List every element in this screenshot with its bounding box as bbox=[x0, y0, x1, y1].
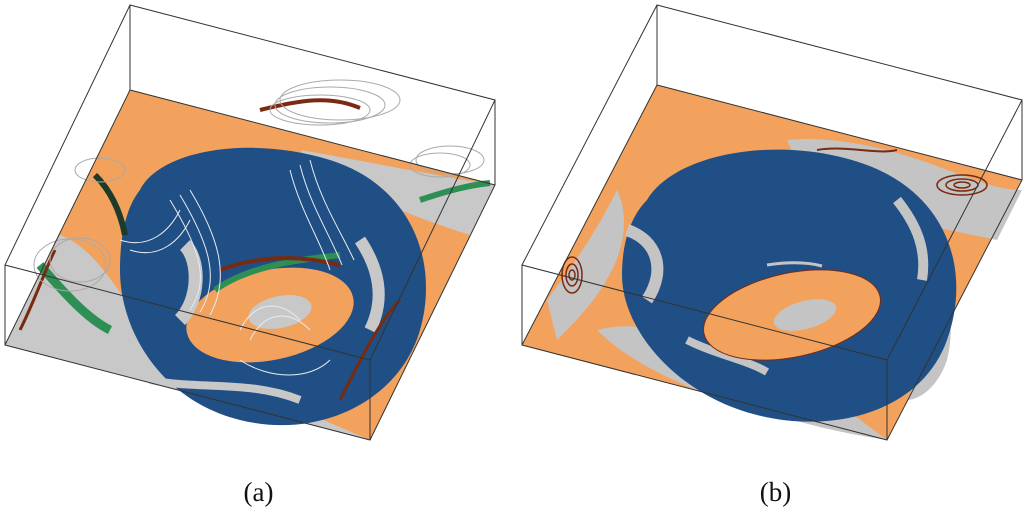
green-manifold bbox=[36, 262, 113, 335]
streamline-loops bbox=[33, 79, 485, 292]
green-manifold bbox=[213, 252, 341, 293]
caption-b: (b) bbox=[759, 477, 792, 507]
gray-band bbox=[893, 196, 929, 281]
panel-a-visualization bbox=[4, 4, 496, 441]
box-wireframe bbox=[4, 4, 496, 441]
panel-a: (a) bbox=[4, 4, 496, 507]
box-wireframe bbox=[521, 4, 1023, 441]
streamlines bbox=[119, 159, 355, 376]
gray-band bbox=[766, 261, 823, 268]
dark-red-streak bbox=[259, 98, 361, 112]
green-manifold bbox=[92, 172, 128, 236]
green-manifold bbox=[419, 180, 491, 203]
inner-gray-core bbox=[248, 294, 312, 330]
gray-band bbox=[685, 336, 770, 376]
gray-region bbox=[547, 190, 624, 340]
dark-red-streak bbox=[18, 249, 57, 331]
dark-red-streak bbox=[816, 147, 898, 153]
vortex-left bbox=[561, 256, 583, 294]
gray-region bbox=[5, 235, 370, 440]
panel-b-visualization bbox=[521, 4, 1023, 441]
dark-red-streak bbox=[338, 298, 402, 401]
inner-gray-core bbox=[773, 299, 837, 331]
gray-band bbox=[624, 224, 664, 304]
gray-band bbox=[174, 240, 203, 325]
gray-band bbox=[149, 376, 302, 404]
panel-b: (b) bbox=[517, 0, 1034, 514]
caption-a: (a) bbox=[243, 477, 274, 507]
gray-band bbox=[354, 236, 385, 333]
